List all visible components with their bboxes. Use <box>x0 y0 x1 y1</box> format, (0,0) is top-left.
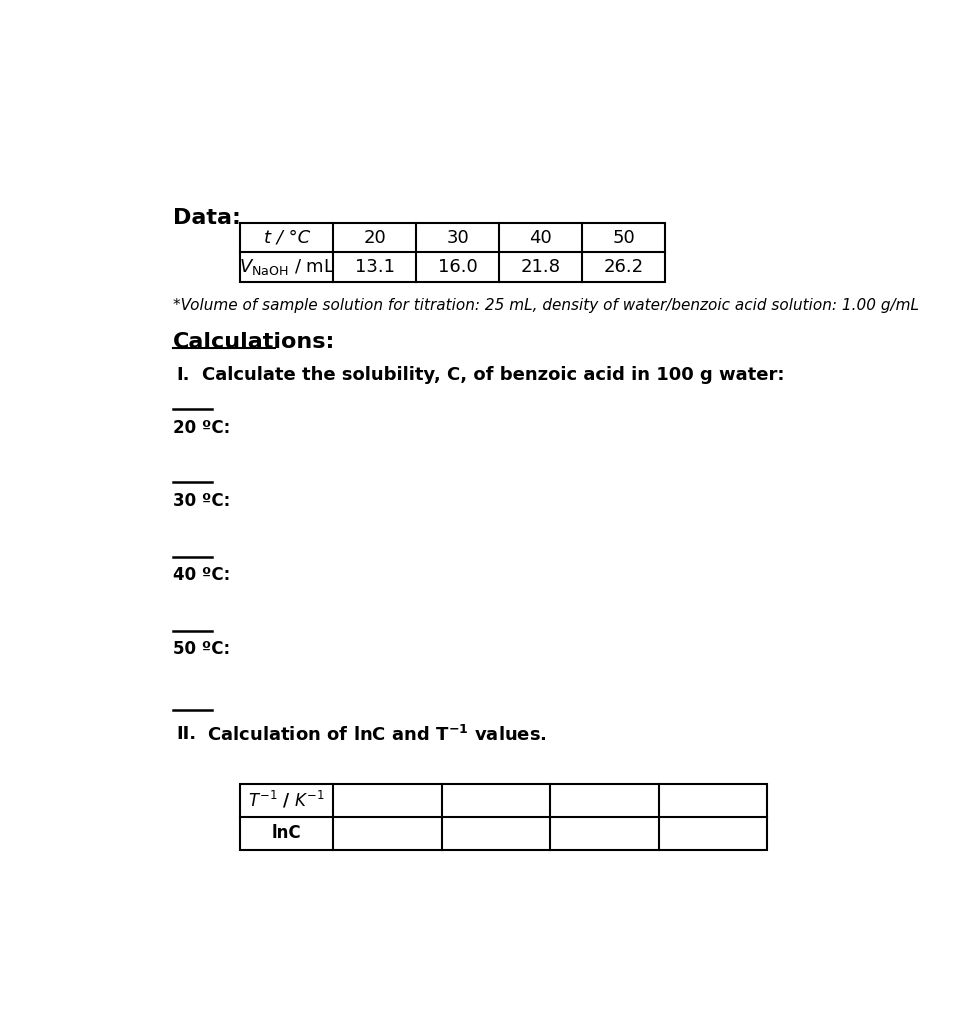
Bar <box>240 223 665 282</box>
Text: 30 ºC:: 30 ºC: <box>173 492 230 510</box>
Text: I.: I. <box>176 367 189 384</box>
Text: II.: II. <box>176 725 196 743</box>
Text: Data:: Data: <box>173 208 240 227</box>
Text: 50 ºC:: 50 ºC: <box>173 640 230 658</box>
Text: 20 ºC:: 20 ºC: <box>173 419 230 436</box>
Text: 13.1: 13.1 <box>355 258 395 275</box>
Text: 16.0: 16.0 <box>438 258 478 275</box>
Text: $V_{\mathrm{NaOH}}$ / mL: $V_{\mathrm{NaOH}}$ / mL <box>238 257 334 276</box>
Text: $T^{-1}$ / $K^{-1}$: $T^{-1}$ / $K^{-1}$ <box>248 790 325 811</box>
Text: t / °C: t / °C <box>263 228 309 247</box>
Text: 20: 20 <box>363 228 386 247</box>
Text: 30: 30 <box>446 228 469 247</box>
Text: 50: 50 <box>612 228 635 247</box>
Text: 40 ºC:: 40 ºC: <box>173 566 230 585</box>
Text: 26.2: 26.2 <box>604 258 644 275</box>
Text: lnC: lnC <box>272 824 302 842</box>
Text: Calculate the solubility, C, of benzoic acid in 100 g water:: Calculate the solubility, C, of benzoic … <box>202 367 784 384</box>
Text: Calculation of lnC and $\mathbf{T^{-1}}$ values.: Calculation of lnC and $\mathbf{T^{-1}}$… <box>207 725 547 745</box>
Text: 40: 40 <box>530 228 552 247</box>
Text: Calculations:: Calculations: <box>173 333 335 352</box>
Text: *Volume of sample solution for titration: 25 mL, density of water/benzoic acid s: *Volume of sample solution for titration… <box>173 298 919 313</box>
Text: 21.8: 21.8 <box>521 258 560 275</box>
Bar <box>240 783 767 850</box>
